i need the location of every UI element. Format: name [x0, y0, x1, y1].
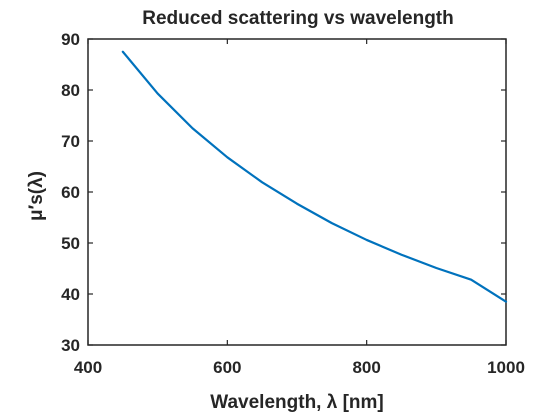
- y-tick-label: 30: [61, 336, 80, 355]
- y-axis-label: μ′s(λ): [26, 171, 47, 221]
- series-line: [121, 50, 508, 303]
- y-tick-label: 70: [61, 132, 80, 151]
- y-tick-label: 50: [61, 234, 80, 253]
- y-tick-label: 60: [61, 183, 80, 202]
- y-tick-label: 80: [61, 81, 80, 100]
- y-tick-label: 90: [61, 30, 80, 49]
- series-layer: [121, 50, 508, 303]
- y-axis-ticks: 30 40 50 60 70 80 90: [61, 30, 506, 355]
- chart-title: Reduced scattering vs wavelength: [142, 8, 454, 29]
- x-axis-ticks: 400 600 800 1000: [74, 39, 525, 377]
- x-tick-label: 600: [213, 358, 241, 377]
- y-tick-label: 40: [61, 285, 80, 304]
- x-tick-label: 400: [74, 358, 102, 377]
- x-tick-label: 1000: [487, 358, 525, 377]
- x-axis-label: Wavelength, λ [nm]: [210, 392, 383, 413]
- x-tick-label: 800: [352, 358, 380, 377]
